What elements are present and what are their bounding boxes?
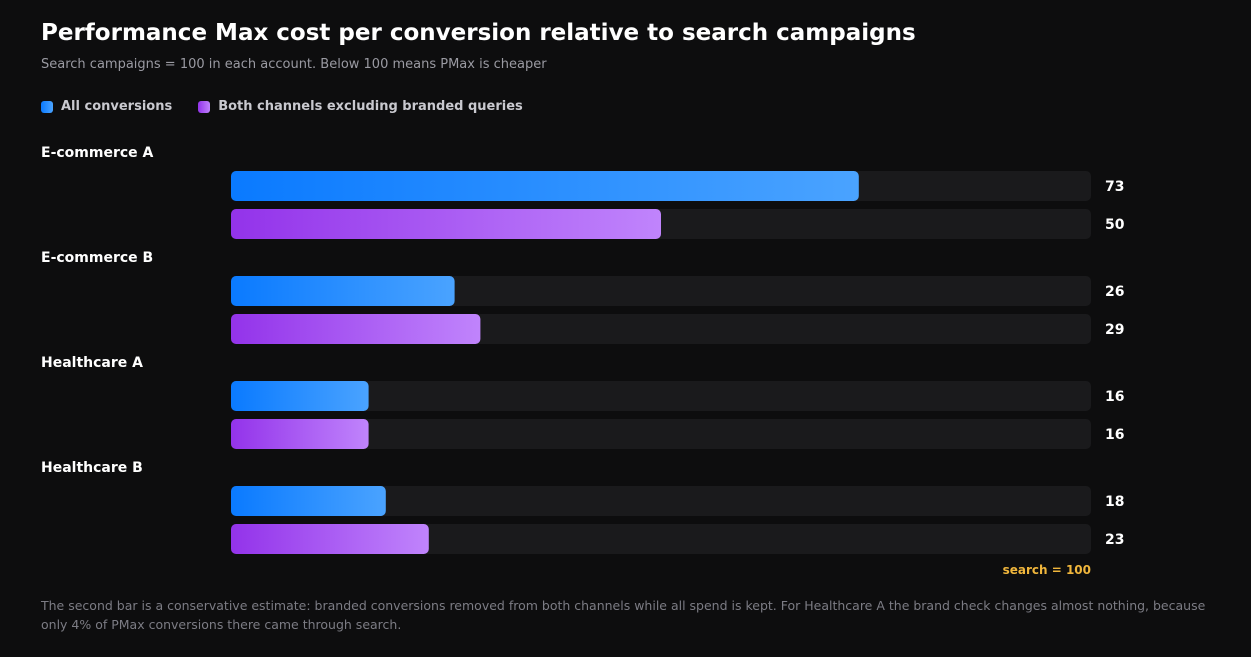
legend: All conversions Both channels excluding … xyxy=(41,99,549,114)
bar-healthcare-a-excluding-branded xyxy=(231,419,369,449)
bar-healthcare-b-all-conversions xyxy=(231,486,386,516)
legend-item-all-conversions: All conversions xyxy=(41,99,172,114)
bar-healthcare-b-excluding-branded xyxy=(231,524,429,554)
bar-track-healthcare-b-all-conversions xyxy=(231,486,1091,516)
category-label-e-commerce-b: E-commerce B xyxy=(41,250,153,266)
bar-e-commerce-a-excluding-branded xyxy=(231,209,661,239)
bar-chart: E-commerce A 73 50 E-commerce B 26 29 Healthca… xyxy=(41,145,1125,577)
legend-item-excluding-branded: Both channels excluding branded queries xyxy=(198,99,523,114)
value-label-e-commerce-a-excluding-branded: 50 xyxy=(1105,217,1125,233)
legend-label-all-conversions: All conversions xyxy=(61,99,173,114)
legend-swatch-purple xyxy=(198,100,211,113)
bar-track-healthcare-a-excluding-branded xyxy=(231,419,1091,449)
bar-e-commerce-b-all-conversions xyxy=(231,276,455,306)
bar-track-healthcare-a-all-conversions xyxy=(231,381,1091,411)
legend-label-excluding-branded: Both channels excluding branded queries xyxy=(218,99,523,114)
category-label-healthcare-b: Healthcare B xyxy=(41,460,143,476)
footnote: The second bar is a conservative estimat… xyxy=(41,598,1206,632)
chart-title: Performance Max cost per conversion rela… xyxy=(41,20,916,46)
value-label-healthcare-a-all-conversions: 16 xyxy=(1105,389,1124,405)
bar-e-commerce-a-all-conversions xyxy=(231,171,859,201)
bar-healthcare-a-all-conversions xyxy=(231,381,369,411)
value-label-e-commerce-b-all-conversions: 26 xyxy=(1105,284,1124,300)
value-label-e-commerce-a-all-conversions: 73 xyxy=(1105,179,1124,195)
value-label-healthcare-b-excluding-branded: 23 xyxy=(1105,532,1124,548)
value-label-healthcare-a-excluding-branded: 16 xyxy=(1105,427,1124,443)
legend-swatch-blue xyxy=(41,100,53,113)
chart-subtitle: Search campaigns = 100 in each account. … xyxy=(41,57,547,72)
reference-label: search = 100 xyxy=(1003,563,1091,577)
value-label-healthcare-b-all-conversions: 18 xyxy=(1105,494,1124,510)
bar-track-healthcare-b-excluding-branded xyxy=(231,524,1091,554)
value-label-e-commerce-b-excluding-branded: 29 xyxy=(1105,322,1124,338)
category-label-e-commerce-a: E-commerce A xyxy=(41,145,154,161)
category-label-healthcare-a: Healthcare A xyxy=(41,355,143,371)
bar-e-commerce-b-excluding-branded xyxy=(231,314,481,344)
